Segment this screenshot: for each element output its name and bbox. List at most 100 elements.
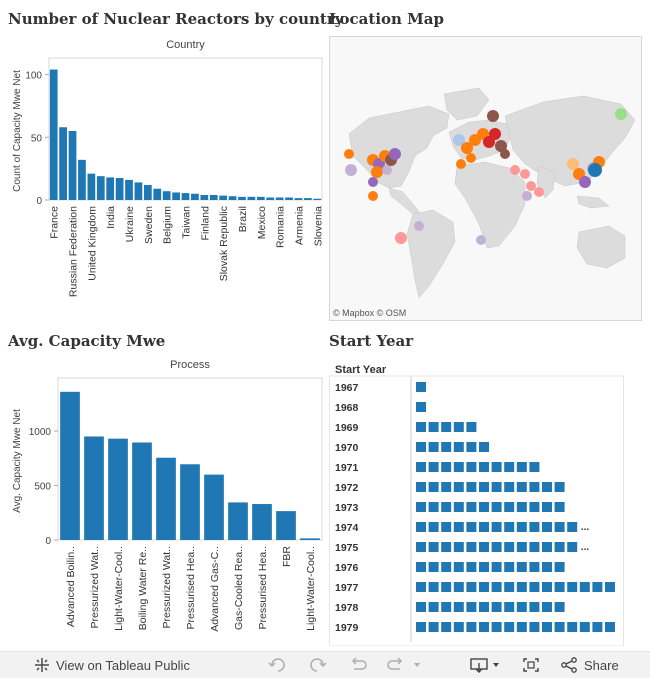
x-tick-label: Advanced Gas-C.. (209, 546, 221, 632)
location-map[interactable]: © Mapbox © OSM (329, 36, 642, 321)
year-square (466, 542, 477, 552)
share-button[interactable]: Share (560, 652, 619, 678)
year-square (516, 502, 527, 512)
x-tick-label: Mexico (256, 206, 268, 239)
bar (304, 198, 312, 200)
x-tick-label: Pressurized Wat.. (89, 546, 101, 628)
overflow-mark: ... (581, 542, 590, 553)
year-square (504, 622, 515, 632)
year-square (554, 622, 565, 632)
map-attribution[interactable]: © Mapbox © OSM (333, 308, 406, 318)
year-square (428, 522, 439, 532)
year-square (466, 422, 477, 432)
x-tick-label: Slovak Republic (218, 206, 230, 281)
year-square (491, 562, 502, 572)
year-square (441, 522, 452, 532)
download-button[interactable] (470, 652, 504, 678)
year-square (428, 422, 439, 432)
year-square (428, 602, 439, 612)
x-tick-label: Armenia (293, 206, 305, 245)
year-square (529, 542, 540, 552)
bar (266, 197, 275, 200)
year-square (529, 602, 540, 612)
start-year-chart: Start Year 1967 1968 1969 1970 1971 1972 1973 19… (329, 356, 642, 647)
x-tick-label: Pressurised Hea.. (257, 546, 269, 629)
year-square (479, 522, 489, 532)
y-tick-label: 500 (34, 482, 51, 493)
bar (132, 442, 152, 540)
bar (108, 438, 128, 540)
year-square (567, 582, 578, 592)
year-square (453, 562, 464, 572)
year-square (453, 502, 464, 512)
year-square (516, 602, 527, 612)
year-label: 1977 (335, 582, 359, 594)
x-tick-label: Advanced Boilin.. (65, 546, 77, 627)
bar (49, 69, 58, 200)
map-title: Location Map (329, 10, 444, 28)
year-square (441, 442, 452, 452)
year-label: 1975 (335, 542, 359, 554)
map-svg[interactable]: © Mapbox © OSM (329, 36, 642, 321)
x-tick-label: Gas-Cooled Rea.. (233, 546, 245, 630)
revert-button[interactable] (348, 652, 368, 678)
year-square (504, 602, 515, 612)
bar (143, 184, 152, 200)
x-tick-label: FBR (281, 546, 293, 567)
fullscreen-button[interactable] (522, 652, 540, 678)
year-square (428, 442, 439, 452)
year-label: 1967 (335, 382, 359, 394)
year-square (605, 622, 615, 632)
redo-button[interactable] (309, 652, 327, 678)
map-reactor-markers[interactable] (344, 108, 627, 245)
year-square (579, 582, 590, 592)
year-square (479, 562, 489, 572)
bar (228, 196, 237, 200)
year-label: 1968 (335, 402, 359, 414)
capacity-bar-chart: Process Avg. Capacity Mwe Net 0 500 1000 Adva… (0, 356, 325, 646)
year-square (554, 562, 565, 572)
x-tick-label: Belgium (162, 206, 174, 244)
x-tick-label: United Kingdom (86, 206, 98, 281)
bar (276, 511, 296, 540)
refresh-button[interactable] (386, 652, 422, 678)
year-square (416, 602, 426, 612)
year-square (441, 542, 452, 552)
y-axis-label: Avg. Capacity Mwe Net (12, 409, 23, 513)
year-square (466, 602, 477, 612)
year-square (605, 582, 615, 592)
year-square (491, 522, 502, 532)
undo-button[interactable] (268, 652, 286, 678)
year-square (554, 482, 565, 492)
share-icon (560, 657, 578, 673)
year-square (592, 582, 603, 592)
start-year-chart-title: Start Year (329, 332, 414, 350)
year-square (479, 462, 489, 472)
bar (275, 197, 284, 200)
year-square (453, 542, 464, 552)
year-square (542, 622, 552, 632)
table-frame (329, 375, 624, 647)
view-on-tableau-button[interactable]: View on Tableau Public (34, 652, 190, 678)
bar (78, 159, 86, 200)
year-square (441, 562, 452, 572)
year-square (529, 462, 540, 472)
year-square (453, 482, 464, 492)
x-tick-label: Sweden (143, 206, 155, 244)
x-tick-label: Slovenia (312, 206, 324, 246)
year-square (416, 482, 426, 492)
bar (60, 391, 80, 540)
year-square (428, 582, 439, 592)
year-square (441, 502, 452, 512)
year-square (479, 602, 489, 612)
year-square (428, 562, 439, 572)
bar (162, 191, 171, 200)
revert-icon (348, 657, 368, 673)
year-square (504, 502, 515, 512)
year-square (453, 462, 464, 472)
year-square (466, 522, 477, 532)
year-square (416, 542, 426, 552)
year-square (504, 522, 515, 532)
bar (106, 177, 115, 200)
year-label: 1972 (335, 482, 359, 494)
